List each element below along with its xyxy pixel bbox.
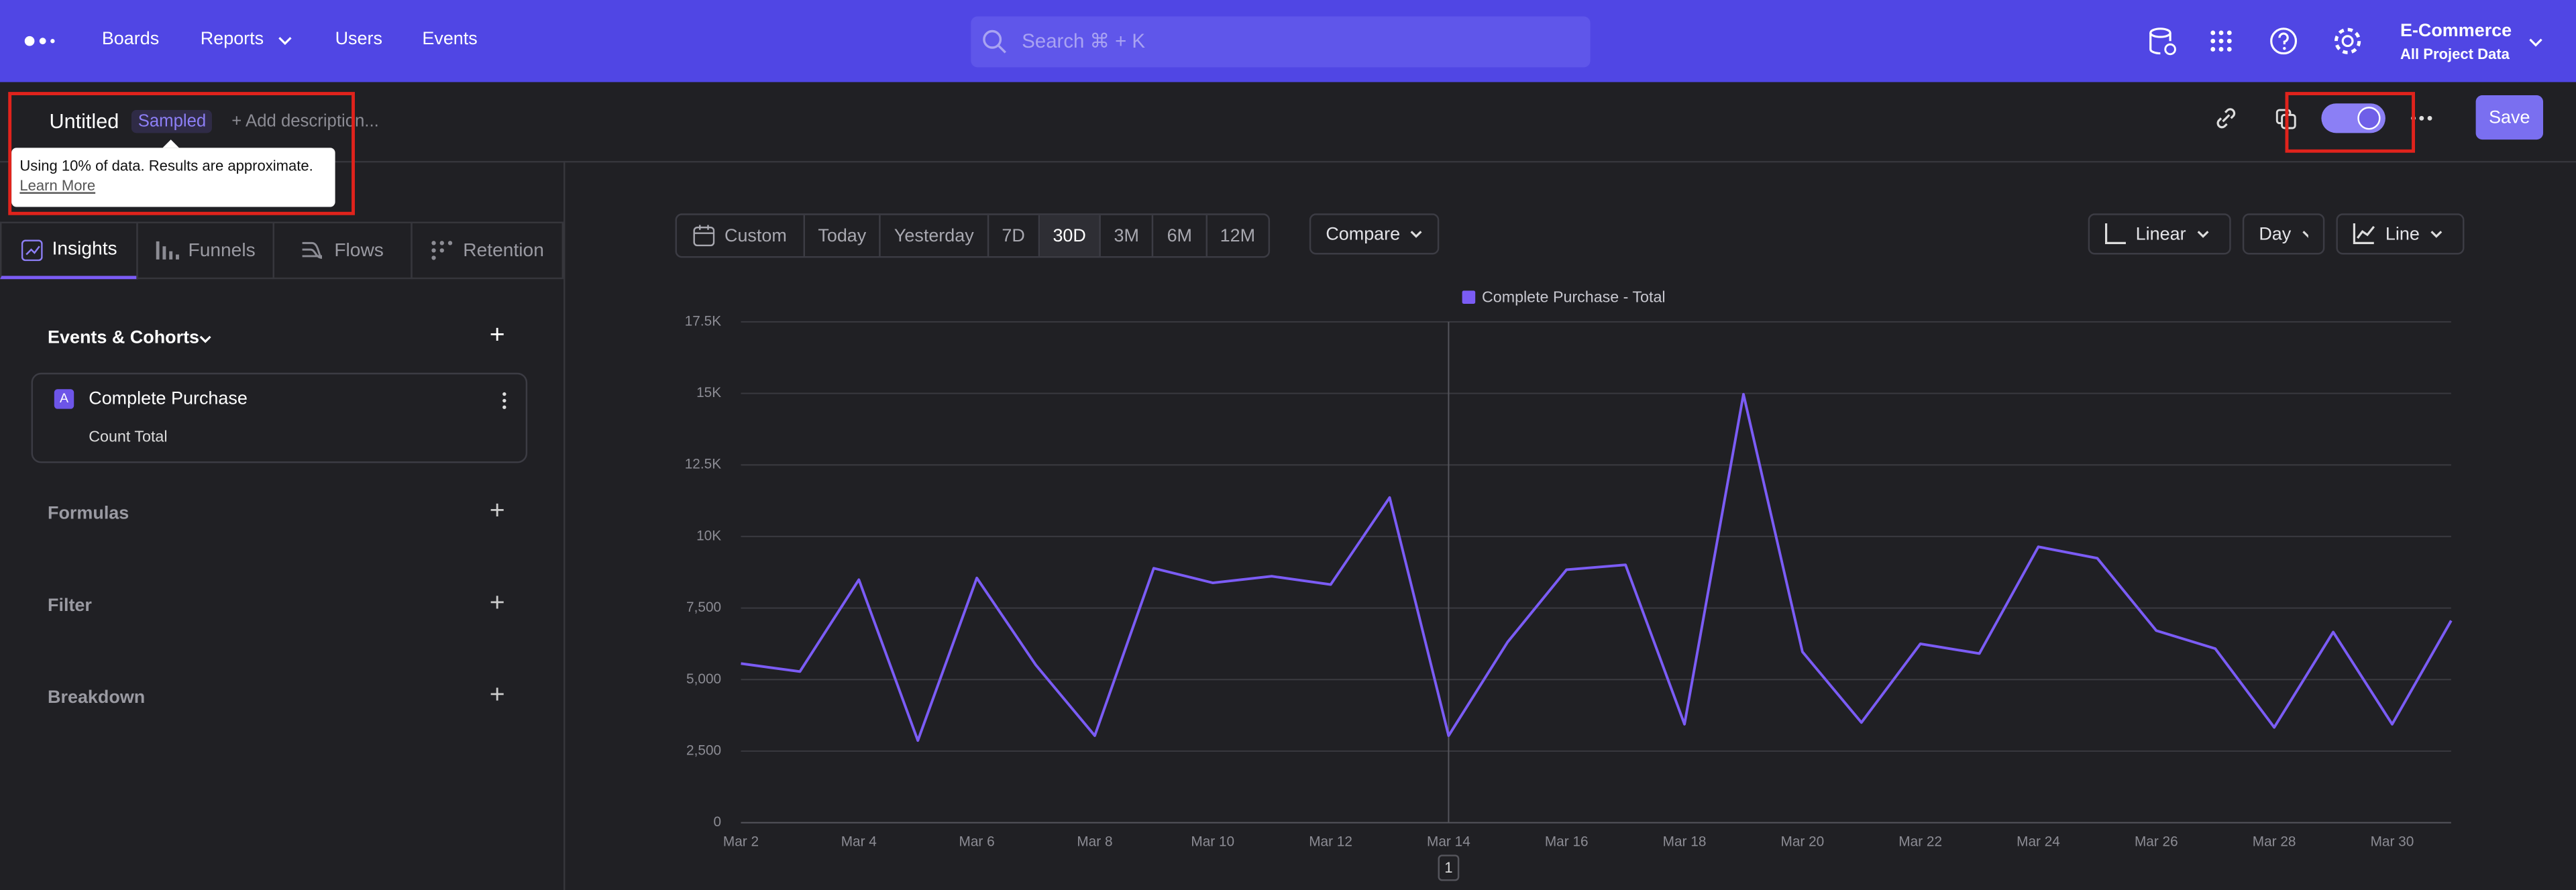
report-header: Untitled Sampled + Add description... Sa… [0, 82, 2576, 163]
event-card[interactable]: A Complete Purchase Count Total [31, 372, 528, 463]
annotation-badge [1438, 854, 1460, 881]
chevron [278, 37, 292, 46]
sampled-badge[interactable]: Sampled [131, 110, 213, 133]
legend-label: Complete Purchase - Total [1482, 288, 1666, 306]
tab-label: Retention [463, 240, 544, 261]
kebab[interactable] [501, 391, 508, 410]
event-letter: A [54, 389, 74, 409]
save-button[interactable]: Save [2475, 95, 2544, 140]
nav-item[interactable]: Events [422, 30, 478, 50]
range-option[interactable]: 3M [1101, 215, 1154, 256]
tooltip-link[interactable]: Learn More [19, 177, 96, 194]
x-tick-label: Mar 24 [2017, 834, 2060, 850]
section-title[interactable]: Breakdown [48, 687, 146, 708]
annotation: 1 [1444, 859, 1452, 876]
section-title[interactable]: Formulas [48, 504, 129, 524]
x-tick-label: Mar 26 [2135, 834, 2178, 850]
add-button[interactable]: + [489, 497, 505, 526]
add-button[interactable]: + [489, 681, 505, 710]
chevron [2529, 38, 2542, 47]
y-tick-label: 7,500 [686, 600, 721, 615]
tab-label: Funnels [188, 240, 256, 261]
y-tick-label: 5,000 [686, 671, 721, 687]
x-tick-label: Mar 16 [1545, 834, 1589, 850]
x-tick-label: Mar 8 [1077, 834, 1112, 850]
chart-type-button[interactable]: Line [2336, 213, 2465, 255]
button-label: Compare [1326, 224, 1401, 244]
add-button[interactable]: + [489, 321, 505, 350]
sampling-toggle[interactable] [2321, 103, 2385, 133]
x-tick-label: Mar 4 [841, 834, 877, 850]
range-option[interactable]: Today [805, 215, 881, 256]
x-tick-label: Mar 18 [1663, 834, 1707, 850]
x-tick-label: Mar 22 [1898, 834, 1942, 850]
y-tick-label: 15K [696, 385, 721, 400]
x-tick-label: Mar 2 [723, 834, 759, 850]
nav-item[interactable]: Reports [200, 30, 264, 50]
highlight-box [8, 92, 355, 215]
series-line [741, 392, 2453, 742]
tab[interactable]: Retention [411, 221, 564, 280]
range-option[interactable]: 30D [1039, 215, 1101, 256]
y-tick-label: 12.5K [685, 457, 721, 472]
tooltip: Using 10% of data. Results are approxima… [11, 140, 335, 207]
button-label: Linear [2135, 224, 2186, 244]
section-title[interactable]: Filter [48, 596, 92, 616]
top-nav: Boards Reports Users Events Search ⌘ + K… [0, 0, 2576, 82]
range-option[interactable]: Custom [677, 215, 805, 256]
tab[interactable]: Insights [0, 221, 138, 280]
section-title[interactable]: Events & Cohorts [48, 328, 200, 349]
range-option[interactable]: 12M [1220, 225, 1256, 246]
x-tick-label: Mar 30 [2371, 834, 2414, 850]
button-label: Day [2259, 224, 2292, 244]
report-title[interactable]: Untitled [49, 110, 119, 133]
x-tick-label: Mar 14 [1427, 834, 1470, 850]
add-button[interactable]: + [489, 589, 505, 618]
x-tick-label: Mar 12 [1309, 834, 1352, 850]
scale-button[interactable]: Linear [2088, 213, 2231, 255]
x-tick-label: Mar 10 [1191, 834, 1234, 850]
tab-label: Insights [52, 239, 117, 260]
range-option[interactable]: 6M [1154, 215, 1208, 256]
unit-button[interactable]: Day [2242, 213, 2325, 255]
x-tick-label: Mar 6 [959, 834, 995, 850]
nav-item[interactable]: Boards [101, 30, 160, 50]
range-option[interactable]: 7D [989, 215, 1040, 256]
project-sub: All Project Data [2400, 46, 2510, 63]
y-tick-label: 10K [696, 528, 721, 543]
date-range-control: Custom Today Yesterday 7D 30D 3M 6M 12M [675, 213, 1271, 258]
x-tick-label: Mar 28 [2253, 834, 2296, 850]
range-option[interactable]: Yesterday [881, 215, 989, 256]
button-label: Line [2385, 224, 2420, 244]
nav-icons[interactable] [2145, 26, 2362, 59]
chevron [199, 335, 211, 343]
compare-button[interactable]: Compare [1309, 213, 1440, 255]
event-name: Complete Purchase [89, 389, 248, 409]
search-icon [983, 30, 1006, 54]
logo[interactable] [23, 32, 59, 51]
x-tick-label: Mar 20 [1780, 834, 1824, 850]
project-name[interactable]: E-Commerce [2400, 21, 2512, 42]
event-measure[interactable]: Count Total [89, 429, 168, 447]
search-box[interactable]: Search ⌘ + K [971, 16, 1591, 68]
sidebar [0, 160, 566, 890]
legend-swatch [1462, 290, 1476, 304]
tab-label: Flows [334, 240, 384, 261]
y-tick-label: 17.5K [685, 313, 721, 329]
tooltip-text: Using 10% of data. Results are approxima… [19, 158, 313, 174]
highlight-box [2285, 92, 2416, 153]
range-label: Custom [724, 225, 787, 246]
y-tick-label: 0 [714, 814, 722, 830]
y-tick-label: 2,500 [686, 742, 721, 758]
search-placeholder: Search ⌘ + K [1022, 30, 1146, 53]
nav-item[interactable]: Users [335, 30, 382, 50]
